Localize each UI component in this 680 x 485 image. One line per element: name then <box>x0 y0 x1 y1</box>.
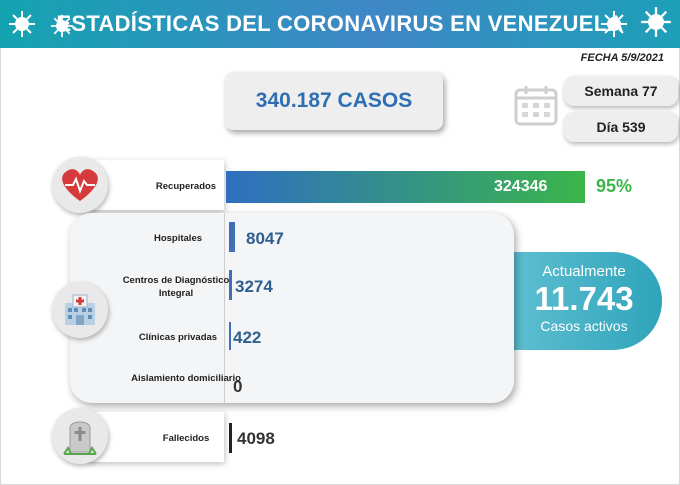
panel-divider <box>224 213 225 403</box>
cdi-bar <box>229 270 232 300</box>
virus-icon <box>641 7 671 37</box>
active-cases-number: 11.743 <box>534 280 634 317</box>
day-badge: Día 539 <box>564 112 678 142</box>
private-clinics-value: 422 <box>233 328 262 347</box>
active-cases-subcaption: Casos activos <box>540 318 628 334</box>
cdi-label: Centros de Diagnóstico Integral <box>122 275 230 299</box>
deaths-bar <box>229 423 232 453</box>
week-badge: Semana 77 <box>564 76 678 106</box>
header-banner <box>0 0 680 48</box>
home-isolation-value: 0 <box>233 377 243 396</box>
virus-icon <box>601 11 627 37</box>
private-clinics-label: Clínicas privadas <box>138 332 218 343</box>
hospitalization-panel <box>70 213 514 403</box>
gravestone-icon <box>63 421 97 455</box>
total-cases-card <box>225 72 443 130</box>
hospitals-label: Hospitales <box>153 233 203 244</box>
heart-rate-icon <box>62 169 98 201</box>
recovered-percent: 95% <box>596 176 633 196</box>
page-title: ESTADÍSTICAS DEL CORONAVIRUS EN VENEZUEL… <box>56 11 624 36</box>
active-cases-caption: Actualmente <box>542 263 626 280</box>
active-cases-panel <box>500 252 662 350</box>
private-clinics-bar <box>229 322 231 350</box>
recovered-bar <box>226 171 585 203</box>
recovered-label-card <box>88 160 224 210</box>
cdi-value: 3274 <box>235 277 273 296</box>
deaths-value: 4098 <box>237 429 275 448</box>
calendar-icon <box>514 86 558 126</box>
hospitals-value: 8047 <box>246 229 284 248</box>
deaths-label-card <box>88 412 224 462</box>
virus-icon <box>50 14 74 38</box>
total-cases-value: 340.187 CASOS <box>255 89 413 112</box>
report-date: FECHA 5/9/2021 <box>580 52 664 64</box>
virus-icon <box>9 11 35 37</box>
home-isolation-label: Aislamiento domiciliario <box>131 373 241 384</box>
recovered-value: 324346 <box>494 178 548 195</box>
hospitals-bar <box>229 222 235 252</box>
hospital-icon <box>65 294 95 325</box>
deaths-label: Fallecidos <box>162 433 210 444</box>
recovered-label: Recuperados <box>155 181 217 192</box>
